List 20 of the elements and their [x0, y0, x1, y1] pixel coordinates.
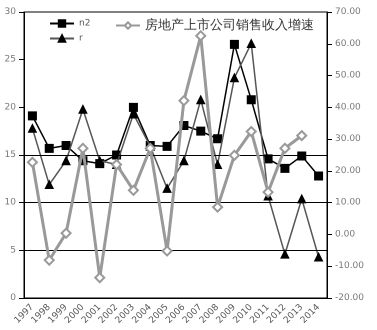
legend-label: n2 — [79, 18, 90, 28]
y2-tick-label: -20.00 — [335, 293, 364, 303]
y2-tick-label: 40.00 — [335, 102, 362, 112]
y2-tick-label: 60.00 — [335, 38, 362, 49]
y-tick-label: 10 — [4, 198, 16, 208]
y2-tick-label: -10.00 — [335, 261, 364, 272]
y2-tick-label: 30.00 — [335, 134, 362, 144]
legend-label: 房地产上市公司销售收入增速 — [145, 17, 314, 33]
y2-tick-label: 70.00 — [335, 7, 362, 17]
y2-tick-label: 20.00 — [335, 166, 362, 176]
y2-tick-label: 0.00 — [335, 229, 356, 240]
y-tick-label: 20 — [4, 102, 16, 112]
y-tick-label: 5 — [10, 245, 16, 256]
y2-tick-label: 10.00 — [335, 198, 362, 208]
y-tick-label: 30 — [4, 7, 16, 17]
y2-tick-label: 50.00 — [335, 70, 362, 81]
legend-label: r — [79, 34, 83, 44]
y-tick-label: 25 — [4, 54, 16, 65]
y-tick-label: 0 — [10, 293, 16, 303]
y-tick-label: 15 — [4, 150, 16, 160]
